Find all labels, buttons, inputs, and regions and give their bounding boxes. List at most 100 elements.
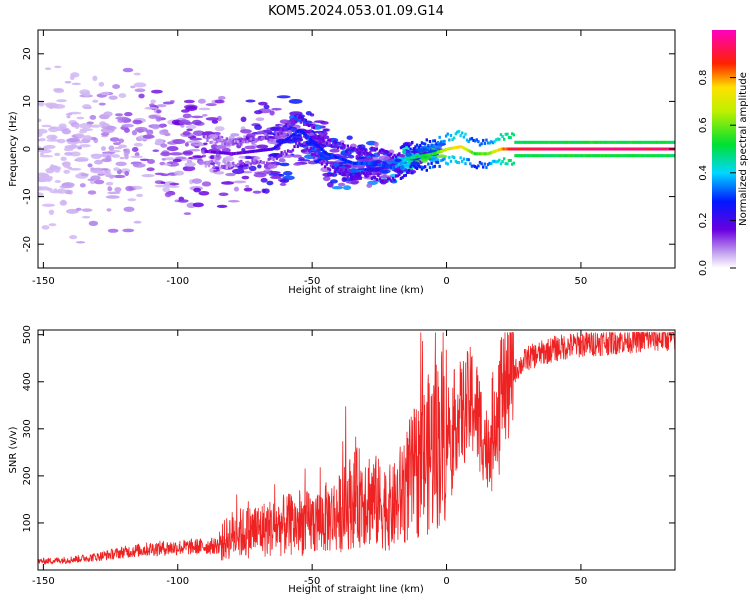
heatmap-cell	[630, 140, 633, 144]
heatmap-blob	[159, 124, 165, 129]
heatmap-blob	[54, 180, 62, 183]
heatmap-blob	[381, 161, 387, 165]
heatmap-cell	[254, 139, 258, 143]
heatmap-blob	[266, 180, 274, 186]
heatmap-cell	[215, 150, 219, 154]
heatmap-cell	[249, 137, 253, 141]
heatmap-cell	[393, 166, 396, 170]
heatmap-cell	[406, 171, 409, 175]
heatmap-cell	[412, 164, 416, 168]
heatmap-cell	[235, 151, 238, 155]
heatmap-cell	[340, 168, 343, 172]
heatmap-cell	[285, 123, 288, 127]
heatmap-cell	[619, 140, 622, 144]
heatmap-cell	[648, 147, 651, 151]
heatmap-cell	[472, 164, 475, 168]
heatmap-blob	[263, 104, 270, 110]
heatmap-cell	[236, 140, 240, 144]
heatmap-blob	[75, 241, 86, 244]
heatmap-cell	[543, 147, 546, 151]
heatmap-cell	[522, 147, 525, 151]
heatmap-cell	[273, 161, 277, 165]
heatmap-blob	[41, 203, 56, 207]
heatmap-cell	[253, 140, 256, 144]
heatmap-cell	[459, 156, 462, 160]
heatmap-cell	[544, 154, 548, 158]
heatmap-blob	[320, 121, 329, 125]
heatmap-cell	[435, 142, 438, 146]
bottom-xtick-label: 0	[443, 576, 449, 587]
heatmap-cell	[262, 161, 266, 165]
top-xtick-label: 50	[575, 276, 588, 287]
heatmap-cell	[462, 157, 466, 161]
heatmap-blob	[313, 130, 324, 134]
heatmap-cell	[411, 171, 414, 175]
heatmap-blob	[134, 126, 148, 132]
heatmap-cell	[270, 147, 274, 151]
heatmap-cell	[612, 154, 616, 158]
heatmap-cell	[399, 161, 403, 165]
heatmap-blob	[150, 99, 157, 104]
heatmap-cell	[527, 154, 530, 158]
heatmap-cell	[609, 154, 612, 158]
heatmap-blob	[253, 172, 267, 178]
heatmap-cell	[335, 167, 338, 171]
heatmap-cell	[511, 162, 514, 166]
heatmap-cell	[265, 161, 269, 165]
heatmap-blob	[107, 228, 119, 233]
heatmap-cell	[488, 141, 491, 145]
heatmap-blob	[240, 116, 247, 122]
heatmap-cell	[417, 145, 420, 149]
heatmap-blob	[41, 225, 50, 230]
heatmap-cell	[362, 161, 366, 165]
heatmap-cell	[420, 141, 424, 145]
heatmap-blob	[105, 181, 114, 186]
heatmap-blob	[118, 138, 125, 144]
colorbar-ticks: 0.0 0.2 0.4 0.6 0.8	[698, 70, 736, 276]
heatmap-cell	[314, 142, 317, 146]
heatmap-cell	[283, 150, 287, 154]
heatmap-cell	[264, 132, 267, 136]
heatmap-cell	[232, 161, 235, 165]
heatmap-cell	[333, 155, 337, 159]
heatmap-cell	[443, 139, 446, 143]
heatmap-cell	[609, 140, 612, 144]
heatmap-cell	[282, 128, 285, 132]
heatmap-cell	[398, 173, 401, 177]
heatmap-cell	[272, 158, 275, 162]
bottom-ytick-label: 400	[22, 372, 33, 391]
heatmap-cell	[359, 161, 362, 165]
heatmap-cell	[435, 151, 438, 155]
heatmap-blob	[94, 159, 103, 165]
heatmap-blob	[49, 126, 61, 129]
heatmap-cell	[462, 146, 466, 150]
heatmap-cell	[528, 140, 532, 144]
heatmap-blob	[39, 172, 45, 177]
heatmap-blob	[92, 75, 98, 81]
heatmap-cell	[209, 159, 212, 163]
heatmap-cell	[209, 150, 212, 154]
heatmap-blob	[76, 116, 85, 120]
heatmap-cell	[561, 147, 564, 151]
heatmap-cell	[390, 152, 393, 156]
heatmap-cell	[243, 166, 246, 170]
heatmap-cell	[572, 147, 575, 151]
heatmap-cell	[456, 145, 459, 149]
heatmap-cell	[220, 137, 224, 141]
heatmap-cell	[512, 133, 516, 137]
heatmap-cell	[635, 154, 638, 158]
heatmap-blob	[152, 149, 160, 153]
heatmap-cell	[294, 120, 298, 124]
heatmap-cell	[214, 159, 217, 163]
heatmap-cell	[383, 164, 387, 168]
heatmap-cell	[498, 158, 501, 162]
heatmap-cell	[286, 124, 290, 128]
heatmap-cell	[243, 150, 246, 154]
heatmap-blob	[83, 91, 91, 97]
heatmap-cell	[564, 154, 567, 158]
heatmap-cell	[333, 140, 337, 144]
heatmap-blob	[108, 153, 115, 157]
heatmap-cell	[552, 147, 556, 151]
heatmap-blob	[279, 182, 287, 186]
heatmap-blob	[198, 190, 210, 196]
